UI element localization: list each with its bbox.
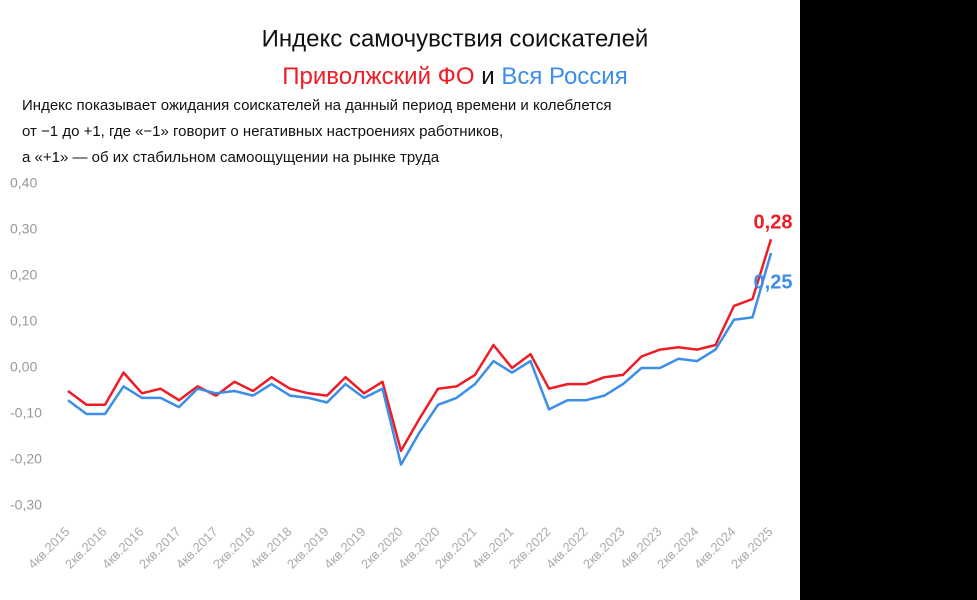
y-tick-label: 0,10: [10, 313, 37, 329]
y-tick-label: 0,30: [10, 221, 37, 237]
legend: Приволжский ФО и Вся Россия: [282, 63, 627, 90]
value-label: 0,25: [754, 271, 793, 293]
legend-entry: Приволжский ФО: [282, 63, 474, 90]
y-tick-label: -0,30: [10, 497, 42, 513]
legend-joiner: и: [481, 63, 494, 90]
chart-title: Индекс самочувствия соискателей: [262, 25, 649, 52]
value-label: 0,28: [754, 211, 793, 233]
series-line: [67, 252, 773, 466]
y-tick-label: 0,00: [10, 359, 37, 375]
description-line: Индекс показывает ожидания соискателей н…: [22, 97, 611, 114]
y-tick-label: 0,20: [10, 267, 37, 283]
side-panel: [800, 0, 977, 600]
series-line: [67, 238, 773, 453]
description-line: от −1 до +1, где «−1» говорит о негативн…: [22, 123, 503, 140]
y-tick-label: 0,40: [10, 175, 37, 191]
y-tick-label: -0,20: [10, 451, 42, 467]
legend-entry: Вся Россия: [501, 63, 627, 90]
description-line: а «+1» — об их стабильном самоощущении н…: [22, 149, 440, 166]
y-tick-label: -0,10: [10, 405, 42, 421]
